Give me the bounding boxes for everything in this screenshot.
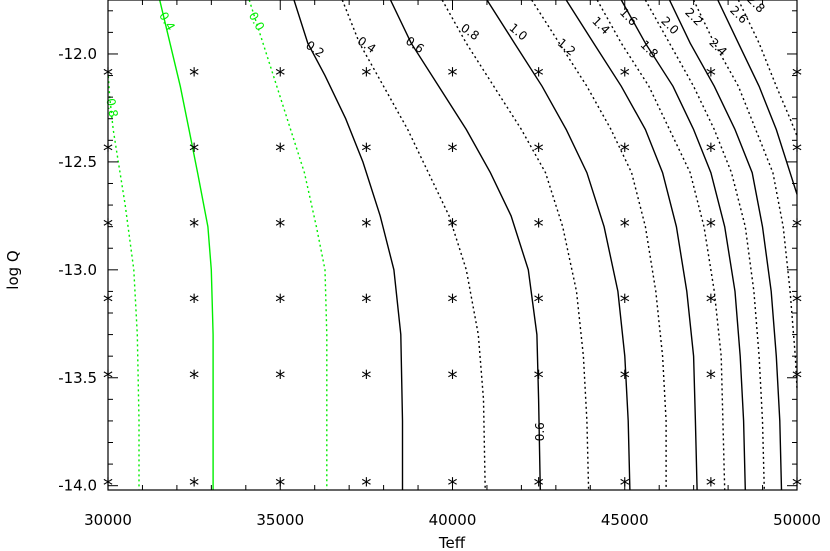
contour-line bbox=[668, 0, 783, 491]
contour-line bbox=[717, 0, 798, 195]
model-grid-marker: * bbox=[706, 139, 716, 163]
model-grid-marker: * bbox=[189, 64, 199, 88]
model-grid-marker: * bbox=[275, 215, 285, 239]
y-axis-title: log Q bbox=[4, 250, 22, 289]
model-grid-marker: * bbox=[275, 64, 285, 88]
model-grid-marker: * bbox=[448, 215, 458, 239]
model-grid-marker: * bbox=[361, 139, 371, 163]
model-grid-marker: * bbox=[361, 64, 371, 88]
contour-line bbox=[341, 0, 486, 491]
x-tick-label: 40000 bbox=[429, 511, 477, 529]
model-grid-marker: * bbox=[189, 290, 199, 314]
model-grid-marker: * bbox=[534, 64, 544, 88]
model-grid-marker: * bbox=[361, 215, 371, 239]
contour-line bbox=[644, 0, 765, 491]
contour-line bbox=[596, 0, 726, 491]
model-grid-marker: * bbox=[534, 474, 544, 498]
model-grid-marker: * bbox=[275, 290, 285, 314]
contour-line bbox=[737, 0, 798, 137]
contour-line bbox=[389, 0, 541, 491]
contour-line bbox=[159, 0, 214, 490]
model-grid-marker: * bbox=[620, 139, 630, 163]
model-grid-marker: * bbox=[361, 366, 371, 390]
y-tick-label: -14.0 bbox=[58, 477, 97, 495]
y-tick-label: -13.5 bbox=[58, 369, 97, 387]
model-grid-marker: * bbox=[706, 215, 716, 239]
axis-tick-labels: 30000 35000 40000 45000 50000 -12.0 -12.5 -13.0… bbox=[58, 45, 821, 529]
model-grid-marker: * bbox=[706, 290, 716, 314]
model-grid-marker: * bbox=[361, 290, 371, 314]
model-grid-marker: * bbox=[275, 139, 285, 163]
x-tick-label: 45000 bbox=[601, 511, 649, 529]
contour-line bbox=[620, 0, 746, 491]
model-grid-marker: * bbox=[189, 215, 199, 239]
contour-line bbox=[441, 0, 590, 491]
contour-line bbox=[486, 0, 631, 491]
y-tick-label: -13.0 bbox=[58, 261, 97, 279]
contour-line bbox=[293, 0, 404, 490]
model-grid-marker: * bbox=[448, 139, 458, 163]
model-grid-marker: * bbox=[275, 366, 285, 390]
model-grid-marker: * bbox=[189, 139, 199, 163]
contour-label: 0.6 bbox=[533, 422, 547, 441]
model-grid-marker: * bbox=[189, 474, 199, 498]
x-tick-label: 30000 bbox=[84, 511, 132, 529]
contour-line bbox=[107, 71, 140, 490]
x-axis-title: Teff bbox=[438, 534, 466, 551]
model-grid-marker: * bbox=[189, 366, 199, 390]
axis-ticks bbox=[107, 0, 798, 490]
y-tick-label: -12.5 bbox=[58, 153, 97, 171]
model-grid-marker: * bbox=[534, 139, 544, 163]
model-grid-marker: * bbox=[620, 290, 630, 314]
contour-line bbox=[692, 0, 798, 389]
y-tick-label: -12.0 bbox=[58, 45, 97, 63]
x-tick-label: 35000 bbox=[256, 511, 304, 529]
x-tick-label: 50000 bbox=[773, 511, 821, 529]
model-grid-marker: * bbox=[706, 474, 716, 498]
model-grid-marker: * bbox=[620, 215, 630, 239]
model-grid-marker: * bbox=[534, 366, 544, 390]
contour-lines bbox=[107, 0, 798, 491]
model-grid-marker: * bbox=[706, 366, 716, 390]
model-grid-marker: * bbox=[448, 290, 458, 314]
model-grid-marker: * bbox=[534, 215, 544, 239]
model-grid-marker: * bbox=[534, 290, 544, 314]
model-grid-marker: * bbox=[706, 64, 716, 88]
model-grid-marker: * bbox=[620, 366, 630, 390]
model-grid-marker: * bbox=[620, 64, 630, 88]
contour-line bbox=[531, 0, 667, 490]
model-grid-marker: * bbox=[361, 474, 371, 498]
model-grid-marker: * bbox=[448, 366, 458, 390]
contour-line bbox=[565, 0, 698, 491]
model-grid-marker: * bbox=[448, 64, 458, 88]
